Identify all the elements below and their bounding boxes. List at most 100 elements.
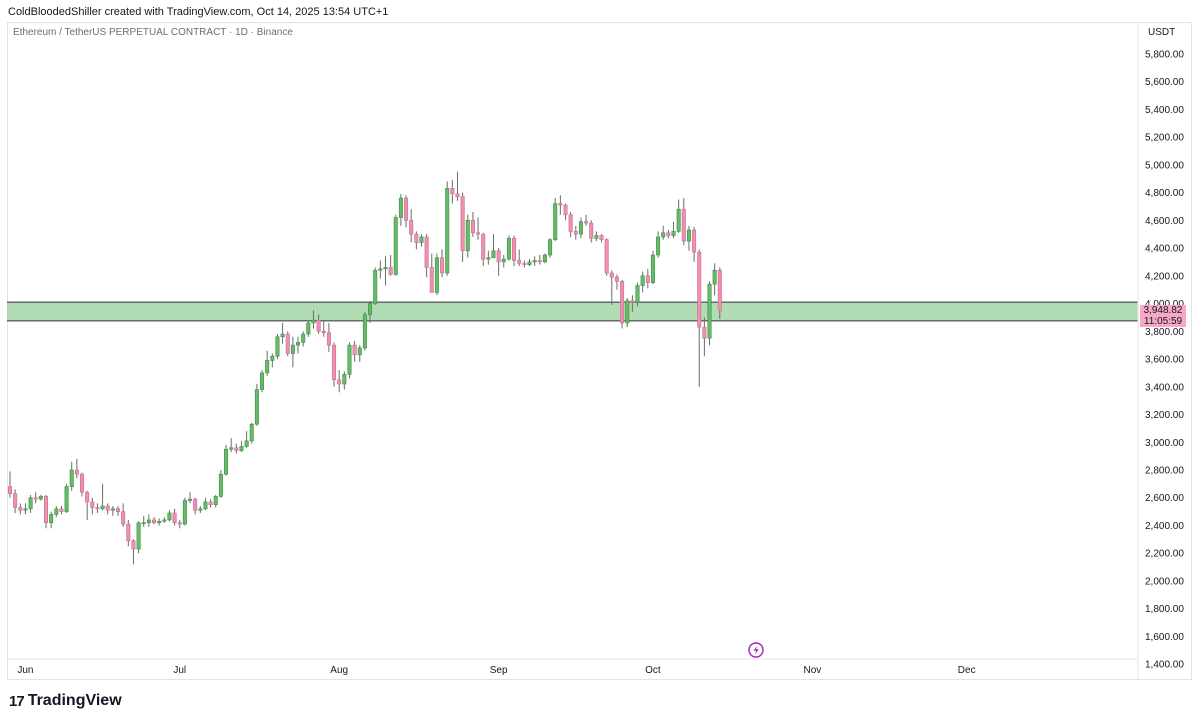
candle [69,461,74,491]
price-tick-label: 4,600.00 [1145,216,1184,227]
price-tick-label: 3,600.00 [1145,355,1184,366]
candle [666,229,671,239]
candle [59,506,64,515]
candle-body [54,508,59,515]
candle-body [69,469,74,487]
price-tick-label: 5,400.00 [1145,105,1184,116]
candle [506,235,511,261]
candle [717,267,722,319]
candle [177,519,182,529]
candle-body [486,257,491,260]
candle-body [126,523,131,542]
candle-body [604,239,609,274]
price-tick-label: 4,800.00 [1145,188,1184,199]
candle-body [121,511,126,525]
candle [121,503,126,527]
candle [301,331,306,347]
price-tick-label: 4,400.00 [1145,244,1184,255]
candle [681,198,686,246]
candle-body [224,448,229,475]
candle [645,268,650,289]
candle-body [332,344,337,381]
candle [424,234,429,278]
candle [85,490,90,520]
candle [522,260,527,268]
candle-body [589,222,594,239]
candle [265,350,270,376]
candle-body [270,355,275,361]
candle [244,431,249,448]
price-tick-label: 2,600.00 [1145,493,1184,504]
candle [578,217,583,239]
candle-body [136,522,141,550]
candle-body [188,498,193,501]
candle-body [676,208,681,232]
candle-body [414,233,419,243]
tradingview-logo[interactable]: 17 TradingView [9,692,122,710]
candle [630,295,635,312]
candle-body [80,473,85,493]
candle [476,217,481,240]
candle [496,248,501,276]
candle-body [609,272,614,278]
candle [28,494,33,514]
candle-body [265,360,270,374]
candle [686,225,691,251]
candle [517,249,522,267]
candle [362,311,367,351]
candle-body [650,254,655,284]
candle-body [275,336,280,357]
candle [13,489,18,514]
lightning-icon[interactable] [748,642,764,658]
tradingview-logo-icon: 17 [9,692,25,710]
candle-body [553,203,558,241]
candle-body [506,238,511,260]
candle [671,221,676,239]
candle [146,514,151,527]
candle-body [625,300,630,324]
candle-body [373,269,378,304]
candle-body [697,251,702,328]
candle-body [460,196,465,252]
candle [116,506,121,516]
symbol-title[interactable]: Ethereum / TetherUS PERPETUAL CONTRACT ·… [13,27,293,38]
candle-body [470,219,475,234]
candle-body [532,260,537,263]
currency-label[interactable]: USDT [1148,27,1176,38]
candle [584,214,589,226]
candle [357,345,362,362]
candle-body [162,519,167,522]
price-tick-label: 5,000.00 [1145,160,1184,171]
candle [414,231,419,250]
candle-body [260,372,265,390]
candle-body [116,508,121,512]
candle-body [424,236,429,268]
candle [311,310,316,329]
candle-body [321,330,326,333]
candle-body [383,267,388,270]
candle [172,508,177,526]
candle [182,497,187,526]
candle-body [558,203,563,206]
candle-body [234,447,239,451]
last-price-value: 3,948.82 [1143,304,1183,316]
candle [352,340,357,362]
candle [203,497,208,511]
price-tick-label: 3,800.00 [1145,327,1184,338]
candle-body [594,235,599,239]
chart-frame[interactable] [7,22,1192,680]
candle [229,438,234,452]
candle-body [517,260,522,264]
price-tick-label: 1,600.00 [1145,632,1184,643]
candle [553,198,558,242]
candle [316,314,321,335]
candle-body [244,440,249,447]
candle-body [404,197,409,221]
candle-body [398,197,403,218]
time-axis: Jun Jul Aug Sep Oct Nov Dec [17,665,975,676]
candle [398,193,403,226]
candle [337,370,342,393]
candle [594,231,599,242]
candle [260,370,265,393]
